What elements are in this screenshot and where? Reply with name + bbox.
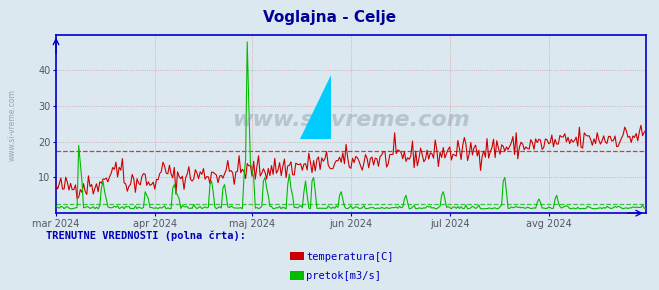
- Polygon shape: [300, 75, 331, 139]
- Text: TRENUTNE VREDNOSTI (polna črta):: TRENUTNE VREDNOSTI (polna črta):: [46, 231, 246, 241]
- Text: Voglajna - Celje: Voglajna - Celje: [263, 10, 396, 25]
- Text: pretok[m3/s]: pretok[m3/s]: [306, 271, 382, 281]
- Text: www.si-vreme.com: www.si-vreme.com: [232, 110, 470, 130]
- Text: www.si-vreme.com: www.si-vreme.com: [7, 89, 16, 161]
- Text: temperatura[C]: temperatura[C]: [306, 252, 394, 262]
